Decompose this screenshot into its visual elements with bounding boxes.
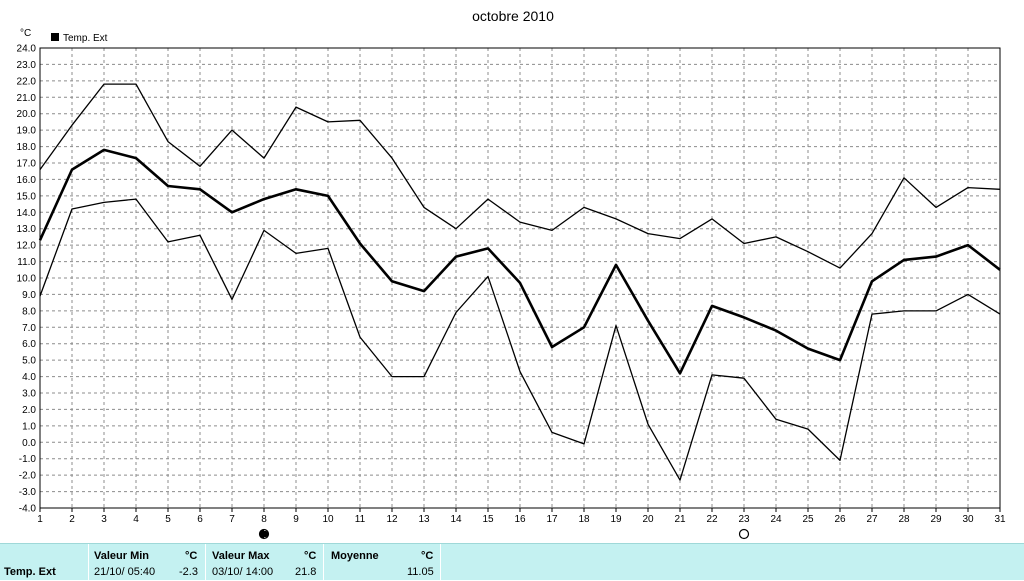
x-tick-label: 24 (770, 514, 782, 525)
stats-min-value: -2.3 (179, 566, 198, 578)
y-tick-label: 20.0 (17, 109, 37, 120)
y-tick-label: 24.0 (17, 44, 37, 55)
y-tick-label: 10.0 (17, 274, 37, 285)
stats-mean-header: Moyenne (331, 550, 379, 562)
stats-min-header: Valeur Min (94, 550, 150, 562)
y-tick-label: -4.0 (19, 504, 37, 515)
stats-min-cell: Valeur Min °C 21/10/ 05:40 -2.3 (88, 544, 205, 581)
x-tick-label: 8 (261, 514, 267, 525)
stats-max-datetime: 03/10/ 14:00 (212, 566, 274, 578)
x-tick-label: 1 (37, 514, 43, 525)
stats-min-unit: °C (185, 550, 198, 562)
stats-max-header: Valeur Max (212, 550, 270, 562)
y-tick-label: 7.0 (22, 323, 36, 334)
x-tick-label: 23 (738, 514, 750, 525)
stats-bar: Temp. Ext Valeur Min °C 21/10/ 05:40 -2.… (0, 543, 1024, 581)
x-tick-label: 13 (418, 514, 430, 525)
y-tick-label: 14.0 (17, 208, 37, 219)
y-tick-label: 15.0 (17, 191, 37, 202)
y-tick-label: 17.0 (17, 159, 37, 170)
x-tick-label: 27 (866, 514, 878, 525)
y-tick-label: 1.0 (22, 421, 36, 432)
y-tick-label: 6.0 (22, 339, 36, 350)
x-tick-label: 30 (962, 514, 974, 525)
x-tick-label: 9 (293, 514, 299, 525)
y-tick-label: 23.0 (17, 60, 37, 71)
x-tick-label: 6 (197, 514, 203, 525)
y-tick-label: 12.0 (17, 241, 37, 252)
y-tick-label: 4.0 (22, 372, 36, 383)
legend-label: Temp. Ext (63, 33, 108, 44)
x-tick-label: 17 (546, 514, 558, 525)
y-tick-label: -1.0 (19, 454, 37, 465)
y-axis-unit: °C (20, 28, 31, 39)
stats-divider (440, 544, 441, 581)
moon-phases (258, 528, 750, 540)
y-tick-label: 5.0 (22, 356, 36, 367)
x-tick-label: 10 (322, 514, 334, 525)
y-tick-label: -3.0 (19, 487, 37, 498)
x-tick-label: 15 (482, 514, 494, 525)
y-tick-label: -2.0 (19, 471, 37, 482)
stats-max-cell: Valeur Max °C 03/10/ 14:00 21.8 (205, 544, 323, 581)
grid (40, 48, 1000, 508)
stats-mean-unit: °C (421, 550, 434, 562)
stats-min-datetime: 21/10/ 05:40 (94, 566, 156, 578)
stats-mean-value: 11.05 (407, 566, 434, 578)
y-tick-label: 21.0 (17, 93, 37, 104)
series-line-min (39, 198, 1001, 481)
y-tick-label: 2.0 (22, 405, 36, 416)
x-tick-label: 21 (674, 514, 686, 525)
x-tick-label: 14 (450, 514, 462, 525)
x-tick-label: 18 (578, 514, 590, 525)
y-tick-label: 11.0 (17, 257, 36, 268)
x-tick-label: 28 (898, 514, 910, 525)
full-moon-icon (738, 528, 750, 540)
x-tick-label: 31 (994, 514, 1006, 525)
stats-series-label: Temp. Ext (4, 566, 56, 578)
y-tick-label: 19.0 (17, 126, 37, 137)
x-tick-label: 5 (165, 514, 171, 525)
x-axis: 1 2 3 4 5 6 7 8 9 10 11 12 13 14 15 16 17 18 19 20 21 22 23 24 2… (37, 508, 1006, 525)
x-tick-label: 2 (69, 514, 75, 525)
chart-title: octobre 2010 (472, 8, 554, 24)
x-tick-label: 3 (101, 514, 107, 525)
stats-max-unit: °C (304, 550, 317, 562)
series-line-max (39, 83, 1001, 269)
y-tick-label: 22.0 (17, 76, 37, 87)
x-tick-label: 7 (229, 514, 235, 525)
series-line-mean (38, 148, 1001, 375)
y-tick-label: 8.0 (22, 306, 36, 317)
x-tick-label: 29 (930, 514, 942, 525)
x-tick-label: 4 (133, 514, 139, 525)
y-tick-label: 9.0 (22, 290, 36, 301)
stats-max-value: 21.8 (295, 566, 317, 578)
y-tick-label: 0.0 (22, 438, 36, 449)
x-tick-label: 16 (514, 514, 526, 525)
y-axis: 24.0 23.0 22.0 21.0 20.0 19.0 18.0 17.0 16.0 15.0… (17, 44, 37, 515)
y-tick-label: 18.0 (17, 142, 37, 153)
temperature-chart: octobre 2010 °C Temp. Ext 24.023.022.021… (17, 8, 1006, 540)
y-tick-label: 16.0 (17, 175, 37, 186)
x-tick-label: 26 (834, 514, 846, 525)
x-tick-label: 19 (610, 514, 622, 525)
legend-swatch (51, 33, 59, 41)
x-tick-label: 12 (386, 514, 398, 525)
series (38, 83, 1001, 481)
x-tick-label: 25 (802, 514, 814, 525)
y-tick-label: 13.0 (17, 224, 37, 235)
x-tick-label: 22 (706, 514, 718, 525)
stats-mean-cell: Moyenne °C 11.05 (323, 544, 440, 581)
y-tick-label: 3.0 (22, 389, 36, 400)
plot-frame (39, 47, 1001, 509)
x-tick-label: 11 (355, 514, 366, 525)
first-quarter-icon (258, 528, 270, 540)
x-tick-label: 20 (642, 514, 654, 525)
